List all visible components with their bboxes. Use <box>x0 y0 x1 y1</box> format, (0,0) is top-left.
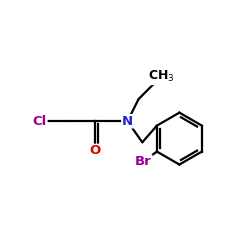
Text: O: O <box>90 144 101 158</box>
Text: N: N <box>122 115 133 128</box>
Text: CH$_3$: CH$_3$ <box>148 69 174 84</box>
Text: Cl: Cl <box>32 115 47 128</box>
Text: Br: Br <box>135 155 152 168</box>
